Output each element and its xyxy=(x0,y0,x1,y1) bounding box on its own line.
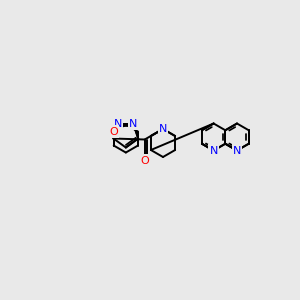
Text: N: N xyxy=(129,119,138,129)
Text: O: O xyxy=(140,155,149,166)
Text: N: N xyxy=(209,146,218,155)
Text: N: N xyxy=(114,119,122,129)
Text: N: N xyxy=(233,146,241,155)
Text: O: O xyxy=(109,127,118,136)
Text: N: N xyxy=(159,124,167,134)
